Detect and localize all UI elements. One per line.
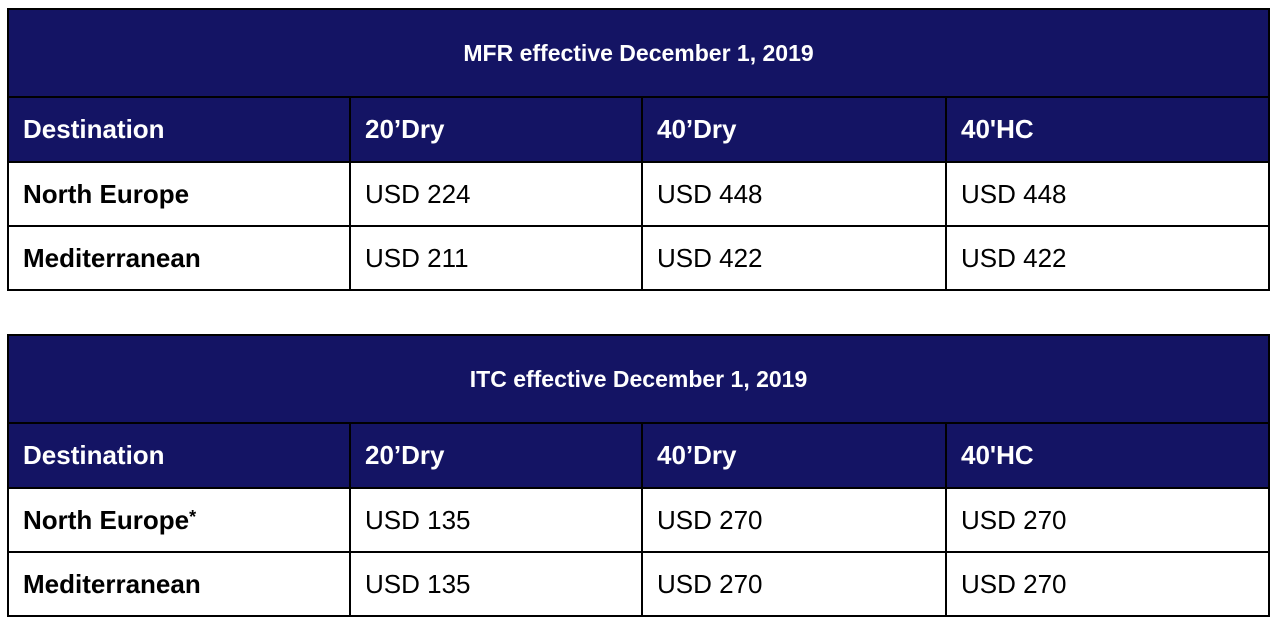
destination-cell: North Europe [7, 161, 351, 227]
table-row: North Europe USD 224 USD 448 USD 448 [7, 161, 1271, 227]
rate-cell-40-hc: USD 270 [944, 487, 1271, 553]
table-title: ITC effective December 1, 2019 [6, 334, 1271, 424]
table-header-row: Destination 20’Dry 40’Dry 40'HC [7, 422, 1271, 489]
table-row: Mediterranean USD 135 USD 270 USD 270 [7, 551, 1271, 617]
rate-cell-20-dry: USD 135 [349, 487, 643, 553]
column-header-destination: Destination [7, 96, 351, 163]
destination-label: Mediterranean [23, 568, 201, 599]
destination-cell: Mediterranean [7, 551, 351, 617]
rate-cell-20-dry: USD 135 [349, 551, 643, 617]
rate-cell-40-dry: USD 422 [641, 225, 947, 291]
rate-cell-40-dry: USD 270 [641, 551, 947, 617]
rate-cell-40-dry: USD 448 [641, 161, 947, 227]
itc-rate-table: ITC effective December 1, 2019 Destinati… [6, 334, 1271, 617]
column-header-40-dry: 40’Dry [641, 422, 947, 489]
column-header-20-dry: 20’Dry [349, 422, 643, 489]
rate-cell-40-hc: USD 448 [944, 161, 1271, 227]
rate-cell-40-dry: USD 270 [641, 487, 947, 553]
destination-cell: Mediterranean [7, 225, 351, 291]
table-row: Mediterranean USD 211 USD 422 USD 422 [7, 225, 1271, 291]
table-header-row: Destination 20’Dry 40’Dry 40'HC [7, 96, 1271, 163]
rate-cell-40-hc: USD 270 [944, 551, 1271, 617]
column-header-40-hc: 40'HC [944, 422, 1271, 489]
rate-cell-40-hc: USD 422 [944, 225, 1271, 291]
column-header-destination: Destination [7, 422, 351, 489]
destination-label: Mediterranean [23, 242, 201, 273]
column-header-40-hc: 40'HC [944, 96, 1271, 163]
table-title-row: MFR effective December 1, 2019 [6, 8, 1271, 98]
table-row: North Europe* USD 135 USD 270 USD 270 [7, 487, 1271, 553]
column-header-40-dry: 40’Dry [641, 96, 947, 163]
footnote-marker: * [189, 506, 197, 527]
destination-label: North Europe [23, 504, 190, 535]
rate-cell-20-dry: USD 211 [349, 225, 643, 291]
rate-cell-20-dry: USD 224 [349, 161, 643, 227]
table-title-row: ITC effective December 1, 2019 [6, 334, 1271, 424]
destination-cell: North Europe* [7, 487, 351, 553]
column-header-20-dry: 20’Dry [349, 96, 643, 163]
table-title: MFR effective December 1, 2019 [6, 8, 1271, 98]
destination-label: North Europe [23, 178, 190, 209]
mfr-rate-table: MFR effective December 1, 2019 Destinati… [6, 8, 1271, 291]
